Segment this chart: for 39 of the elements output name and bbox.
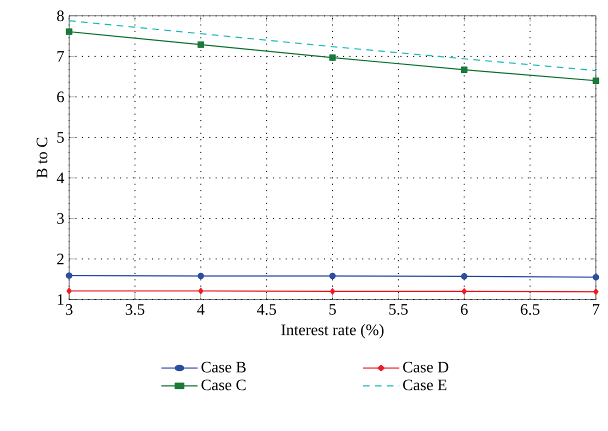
line-series [69,20,596,72]
y-tick-label: 3 [57,212,64,224]
y-tick-label: 6 [57,91,64,102]
legend-label: Case C [202,379,246,390]
point [592,77,600,84]
x-tick-label: 5 [329,304,336,315]
point [198,288,204,294]
x-tick-label: 3 [66,304,72,315]
y-tick-label: 1 [58,294,64,305]
x-tick-label: 4 [197,304,205,315]
legend-label: Case D [403,362,448,372]
point [66,272,72,279]
point [330,288,336,294]
y-tick-label: 5 [57,132,64,143]
point [460,66,468,73]
y-tick-label: 8 [57,10,64,22]
x-tick-label: 4.5 [257,304,276,315]
y-tick-label: 2 [57,254,64,264]
point [198,41,204,48]
point [460,273,468,280]
point [462,288,467,294]
y-tick-label: 4 [56,172,64,184]
x-tick-label: 7 [592,304,600,314]
x-tick-label: 5.5 [389,304,408,315]
x-tick-label: 6.5 [520,304,540,315]
point [593,288,598,295]
point [198,272,204,280]
point [66,288,72,294]
point [329,54,336,61]
x-tick-label: 3.5 [126,304,144,315]
x-tick-label: 6 [460,304,468,315]
point [592,274,600,280]
x-axis-title: Interest rate (%) [281,324,384,338]
point [66,28,72,35]
y-axis-title: B to C [36,138,48,178]
y-tick-label: 7 [57,51,64,62]
legend-label: Case E [403,379,446,390]
legend-label: Case B [202,362,246,372]
point [329,272,336,280]
